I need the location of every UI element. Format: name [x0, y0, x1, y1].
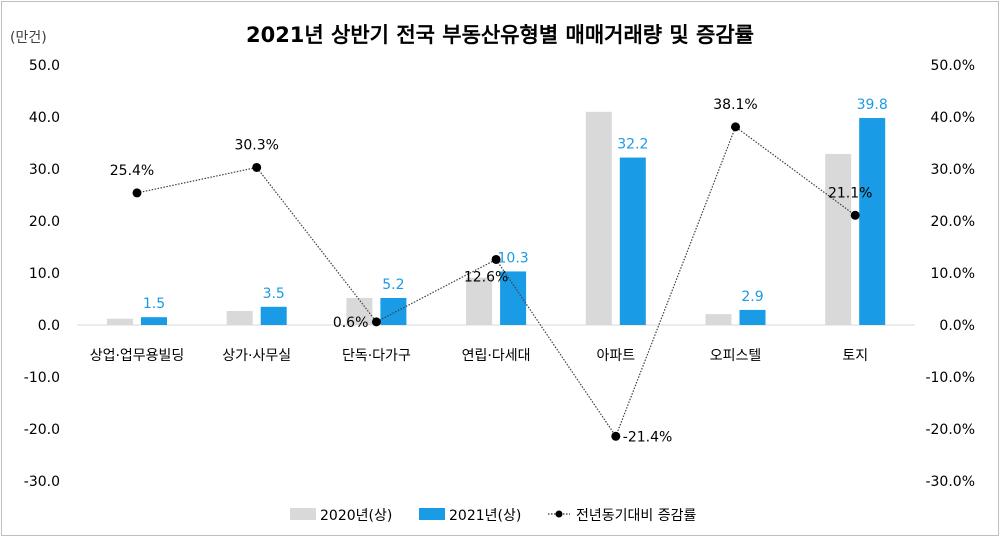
- category-label: 상업·업무용빌딩: [90, 348, 185, 364]
- category-label: 토지: [842, 348, 868, 364]
- rate-value-label: 25.4%: [110, 163, 154, 179]
- legend-label-2020: 2020년(상): [320, 508, 392, 524]
- bar-2020: [705, 314, 732, 325]
- left-tick-label: 20.0: [29, 214, 60, 230]
- rate-value-label: 30.3%: [234, 137, 278, 153]
- bar-2021: [619, 157, 646, 325]
- bar-2020: [226, 310, 253, 325]
- rate-value-label: 0.6%: [333, 315, 369, 331]
- rate-point: [371, 317, 381, 327]
- rate-point: [252, 162, 262, 172]
- left-tick-label: 40.0: [29, 110, 60, 126]
- right-tick-label: -10.0%: [925, 370, 975, 386]
- bar-2020: [825, 153, 852, 325]
- rate-point: [611, 431, 621, 441]
- right-tick-label: -20.0%: [925, 422, 975, 438]
- left-tick-label: 10.0: [29, 266, 60, 282]
- right-tick-label: 10.0%: [931, 266, 975, 282]
- right-tick-label: -30.0%: [925, 474, 975, 490]
- bar-2021: [260, 306, 287, 325]
- rate-point: [132, 188, 142, 198]
- bar-2021: [141, 317, 167, 325]
- legend-dot-marker: [555, 510, 563, 518]
- bar-2021-value-label: 1.5: [143, 296, 165, 312]
- bar-2021: [380, 297, 407, 325]
- rate-point: [731, 122, 740, 132]
- left-tick-label: -20.0: [24, 422, 60, 438]
- category-label: 아파트: [596, 348, 635, 364]
- left-tick-label: 0.0: [38, 318, 60, 334]
- rate-value-label: 21.1%: [828, 185, 872, 201]
- bar-2021-value-label: 2.9: [741, 289, 763, 305]
- rate-value-label: 12.6%: [464, 269, 508, 285]
- bar-2021-value-label: 32.2: [617, 137, 648, 153]
- legend-label-rate: 전년동기대비 증감률: [576, 508, 696, 524]
- legend-swatch-2020: [290, 508, 316, 520]
- legend: 2020년(상) 2021년(상) 전년동기대비 증감률: [290, 508, 696, 524]
- rate-point: [850, 210, 860, 220]
- bar-2021-value-label: 10.3: [498, 250, 529, 266]
- bar-2021-value-label: 39.8: [857, 97, 888, 113]
- chart-title: 2021년 상반기 전국 부동산유형별 매매거래량 및 증감률: [246, 23, 754, 47]
- left-tick-label: -30.0: [24, 474, 60, 490]
- bar-2021-value-label: 5.2: [382, 277, 404, 293]
- left-tick-label: 30.0: [29, 162, 60, 178]
- legend-swatch-2021: [419, 508, 445, 520]
- category-label: 연립·다세대: [462, 348, 531, 364]
- right-tick-label: 20.0%: [931, 214, 975, 230]
- rate-value-label: 38.1%: [713, 97, 757, 113]
- bar-2021: [859, 118, 886, 325]
- right-tick-label: 50.0%: [931, 58, 975, 74]
- rate-point: [491, 254, 501, 264]
- left-tick-label: 50.0: [29, 58, 60, 74]
- rate-value-label: -21.4%: [623, 429, 673, 445]
- bar-2021: [739, 309, 766, 325]
- right-tick-label: 40.0%: [931, 110, 975, 126]
- category-label: 상가·사무실: [222, 348, 291, 364]
- category-label: 단독·다가구: [342, 348, 411, 364]
- right-tick-label: 30.0%: [931, 162, 975, 178]
- bar-2021-value-label: 3.5: [263, 286, 285, 302]
- right-tick-label: 0.0%: [939, 318, 975, 334]
- y-unit-label: (만건): [10, 30, 47, 46]
- category-label: 오피스텔: [710, 348, 762, 364]
- bar-2020: [466, 277, 493, 325]
- left-tick-label: -10.0: [24, 370, 60, 386]
- legend-label-2021: 2021년(상): [449, 508, 521, 524]
- bar-2020: [107, 318, 133, 325]
- bar-2020: [585, 111, 612, 325]
